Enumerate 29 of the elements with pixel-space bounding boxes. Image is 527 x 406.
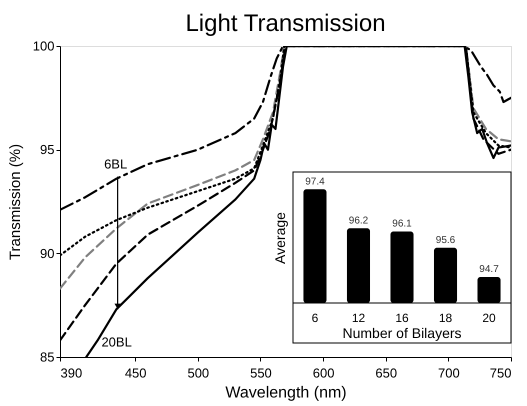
chart-title: Light Transmission: [185, 10, 386, 37]
x-tick-label: 16: [395, 311, 409, 325]
x-tick-label: 12: [352, 311, 366, 325]
x-tick-label: 550: [250, 366, 272, 380]
y-tick-label: 100: [32, 38, 54, 54]
annotation: 6BL: [104, 156, 128, 172]
y-axis-title: Transmission (%): [6, 144, 24, 260]
x-tick-label: 500: [187, 366, 210, 380]
data-label: 94.7: [479, 264, 500, 275]
x-tick-label: 20: [482, 311, 496, 325]
annotation: 20BL: [101, 334, 132, 350]
x-tick-label: 6: [312, 311, 319, 325]
y-tick-label: 85: [40, 350, 54, 364]
x-tick-label: 700: [438, 366, 460, 380]
data-label: 95.6: [436, 234, 456, 246]
x-tick-label: 18: [438, 311, 453, 325]
y-axis-title: Average: [272, 212, 288, 264]
data-label: 97.4: [305, 176, 326, 188]
x-tick-label: 390: [60, 366, 82, 380]
x-tick-label: 600: [312, 366, 334, 380]
x-tick-label: 650: [375, 366, 398, 380]
data-label: 96.1: [392, 218, 412, 230]
data-label: 96.2: [348, 215, 369, 226]
x-tick-label: 450: [124, 366, 147, 380]
x-tick-label: 750: [490, 366, 512, 380]
y-tick-label: 90: [40, 246, 54, 261]
x-axis-title: Number of Bilayers: [342, 325, 462, 341]
y-tick-label: 95: [40, 142, 54, 158]
x-axis-title: Wavelength (nm): [225, 384, 347, 402]
